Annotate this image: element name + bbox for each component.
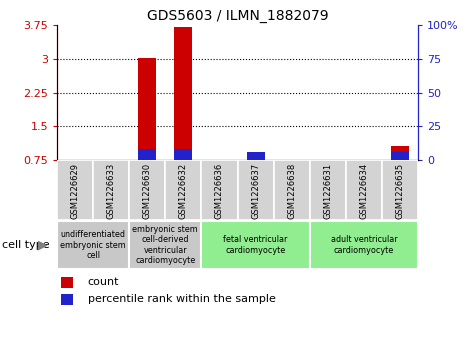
Text: GSM1226635: GSM1226635 bbox=[396, 163, 404, 219]
Text: GSM1226631: GSM1226631 bbox=[323, 163, 332, 219]
FancyBboxPatch shape bbox=[346, 160, 382, 220]
Text: GSM1226633: GSM1226633 bbox=[107, 163, 115, 219]
FancyBboxPatch shape bbox=[274, 160, 310, 220]
FancyBboxPatch shape bbox=[57, 221, 129, 269]
FancyBboxPatch shape bbox=[57, 160, 93, 220]
FancyBboxPatch shape bbox=[129, 221, 201, 269]
Bar bbox=[61, 294, 73, 305]
Text: adult ventricular
cardiomyocyte: adult ventricular cardiomyocyte bbox=[331, 235, 397, 255]
FancyBboxPatch shape bbox=[201, 160, 238, 220]
Text: undifferentiated
embryonic stem
cell: undifferentiated embryonic stem cell bbox=[60, 230, 126, 260]
Bar bbox=[391, 152, 409, 160]
Text: fetal ventricular
cardiomyocyte: fetal ventricular cardiomyocyte bbox=[223, 235, 288, 255]
Text: GSM1226629: GSM1226629 bbox=[71, 163, 79, 219]
Text: GSM1226630: GSM1226630 bbox=[143, 163, 152, 219]
FancyBboxPatch shape bbox=[238, 160, 274, 220]
Text: GSM1226636: GSM1226636 bbox=[215, 163, 224, 219]
Bar bbox=[138, 58, 156, 193]
FancyBboxPatch shape bbox=[310, 221, 418, 269]
Text: GSM1226638: GSM1226638 bbox=[287, 163, 296, 219]
Text: GSM1226634: GSM1226634 bbox=[360, 163, 368, 219]
Bar bbox=[61, 277, 73, 288]
Title: GDS5603 / ILMN_1882079: GDS5603 / ILMN_1882079 bbox=[147, 9, 328, 23]
FancyBboxPatch shape bbox=[129, 160, 165, 220]
Bar bbox=[174, 149, 192, 160]
Text: percentile rank within the sample: percentile rank within the sample bbox=[88, 294, 276, 305]
Bar bbox=[138, 149, 156, 160]
FancyBboxPatch shape bbox=[310, 160, 346, 220]
FancyBboxPatch shape bbox=[201, 221, 310, 269]
FancyBboxPatch shape bbox=[165, 160, 201, 220]
Text: cell type: cell type bbox=[2, 240, 50, 250]
Text: count: count bbox=[88, 277, 119, 287]
Bar bbox=[391, 146, 409, 193]
Text: ▶: ▶ bbox=[38, 238, 48, 252]
Bar bbox=[174, 27, 192, 193]
Bar bbox=[247, 155, 265, 193]
Text: GSM1226637: GSM1226637 bbox=[251, 163, 260, 219]
FancyBboxPatch shape bbox=[382, 160, 418, 220]
FancyBboxPatch shape bbox=[93, 160, 129, 220]
Text: GSM1226632: GSM1226632 bbox=[179, 163, 188, 219]
Bar bbox=[247, 152, 265, 160]
Text: embryonic stem
cell-derived
ventricular
cardiomyocyte: embryonic stem cell-derived ventricular … bbox=[133, 225, 198, 265]
